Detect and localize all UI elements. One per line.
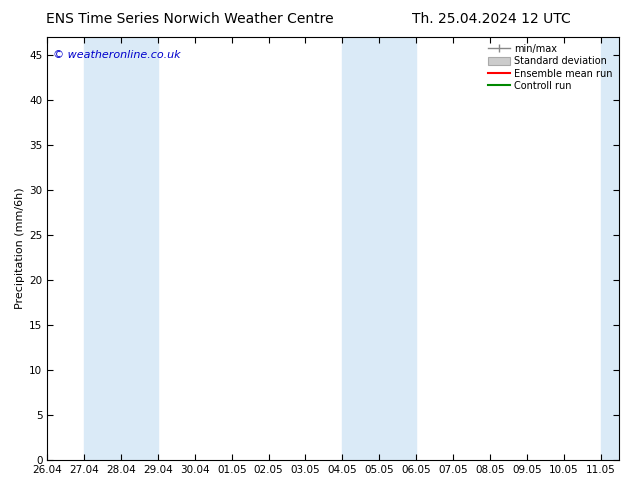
Text: ENS Time Series Norwich Weather Centre: ENS Time Series Norwich Weather Centre (46, 12, 334, 26)
Bar (342, 37, 416, 460)
Legend: min/max, Standard deviation, Ensemble mean run, Controll run: min/max, Standard deviation, Ensemble me… (486, 42, 614, 93)
Text: © weatheronline.co.uk: © weatheronline.co.uk (53, 50, 181, 60)
Bar (84, 37, 158, 460)
Bar (600, 37, 619, 460)
Text: Th. 25.04.2024 12 UTC: Th. 25.04.2024 12 UTC (412, 12, 571, 26)
Y-axis label: Precipitation (mm/6h): Precipitation (mm/6h) (15, 188, 25, 309)
